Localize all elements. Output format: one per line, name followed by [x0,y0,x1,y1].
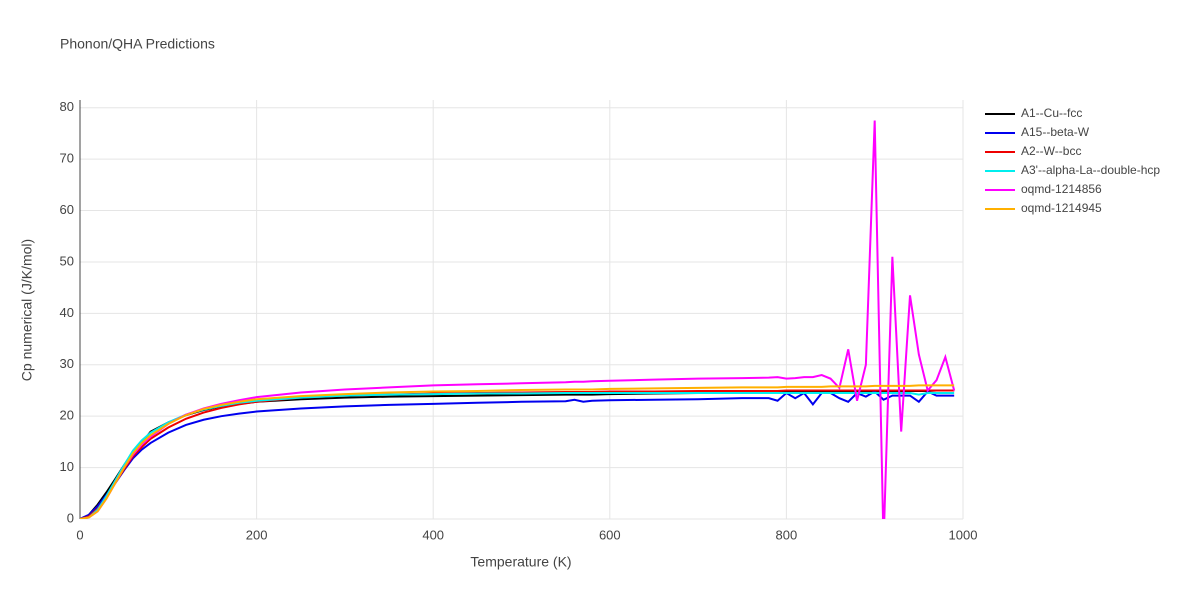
x-tick-label: 800 [776,527,798,542]
x-tick-label: 400 [422,527,444,542]
y-tick-label: 80 [60,99,74,114]
y-tick-label: 30 [60,356,74,371]
x-tick-label: 0 [76,527,83,542]
y-tick-label: 20 [60,408,74,423]
y-axis-label: Cp numerical (J/K/mol) [19,239,35,381]
y-tick-label: 50 [60,253,74,268]
series-line [80,384,955,519]
legend: A1--Cu--fcc A15--beta-W A2--W--bcc A3'--alp… [985,106,1160,215]
series-line [80,392,955,519]
y-tick-label: 10 [60,459,74,474]
y-tick-label: 0 [67,510,74,525]
series-line [80,389,955,519]
series-line [80,120,956,519]
y-tick-label: 60 [60,202,74,217]
legend-label: A3'--alpha-La--double-hcp [1021,163,1160,177]
y-tick-label: 70 [60,151,74,166]
x-tick-label: 200 [246,527,268,542]
x-tick-label: 1000 [949,527,978,542]
x-tick-label: 600 [599,527,621,542]
legend-label: A15--beta-W [1021,125,1090,139]
chart-title: Phonon/QHA Predictions [60,36,215,52]
legend-label: A2--W--bcc [1021,144,1081,158]
plot-area [80,120,956,519]
legend-label: oqmd-1214856 [1021,182,1102,196]
y-tick-label: 40 [60,305,74,320]
legend-label: A1--Cu--fcc [1021,106,1082,120]
x-axis-label: Temperature (K) [470,554,571,570]
legend-label: oqmd-1214945 [1021,201,1102,215]
